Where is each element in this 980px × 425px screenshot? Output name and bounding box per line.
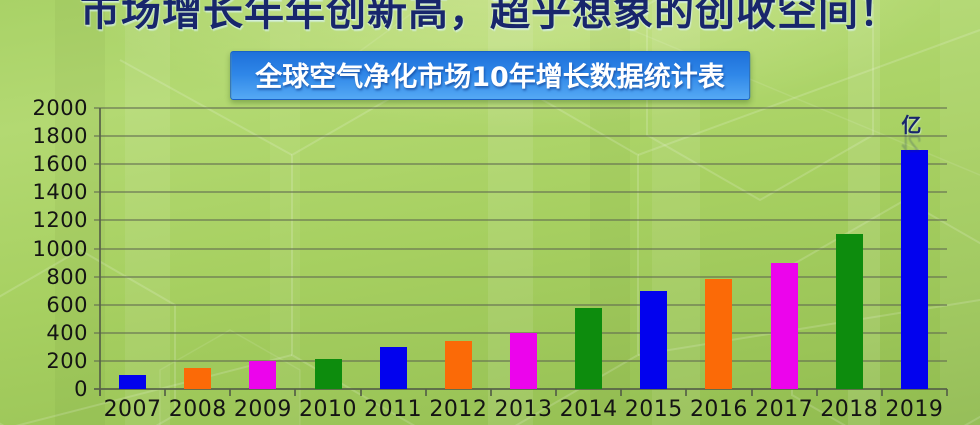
y-axis-label-600: 600 [46, 292, 88, 317]
x-axis-tick [815, 389, 818, 396]
bar-2007 [119, 374, 147, 389]
gridline-600 [94, 303, 947, 306]
x-axis-tick [750, 389, 753, 396]
x-axis-tick [555, 389, 558, 396]
gridline-1000 [94, 247, 947, 250]
y-axis-label-2000: 2000 [32, 96, 88, 120]
x-axis-tick [620, 389, 623, 396]
y-axis-label-1200: 1200 [32, 208, 88, 233]
gridline-1200 [94, 219, 947, 222]
bar-2013 [510, 332, 537, 389]
bar-2019 [900, 150, 928, 389]
y-axis-label-1000: 1000 [32, 236, 88, 261]
bar-2015 [640, 290, 668, 389]
gridline-1600 [94, 163, 947, 166]
bar-2014 [575, 307, 603, 389]
y-axis-label-0: 0 [74, 377, 88, 401]
bar-2009 [249, 360, 277, 389]
bar-2010 [314, 359, 342, 389]
x-axis-label-2015: 2015 [624, 397, 683, 422]
chart-title-badge: 全球空气净化市场10年增长数据统计表 [230, 51, 750, 100]
x-axis-label-2012: 2012 [429, 397, 488, 422]
y-axis-line [99, 108, 101, 396]
x-axis-tick [99, 389, 101, 396]
x-axis-tick [164, 389, 167, 396]
x-axis-label-2018: 2018 [820, 397, 879, 422]
bar-2008 [184, 367, 212, 389]
bar-2012 [444, 341, 472, 389]
gridline-800 [94, 275, 947, 278]
y-axis-label-1600: 1600 [32, 152, 88, 177]
x-axis-tick [294, 389, 297, 396]
x-axis-label-2007: 2007 [103, 397, 162, 422]
bar-2017 [770, 262, 798, 389]
x-axis-label-2013: 2013 [494, 397, 553, 422]
x-axis-tick [359, 389, 362, 396]
bar-2016 [705, 279, 733, 389]
gridline-1400 [94, 191, 947, 194]
unit-label: 亿 [901, 113, 922, 137]
x-axis-line [94, 388, 947, 390]
y-axis-label-1400: 1400 [32, 180, 88, 205]
x-axis-tick [685, 389, 688, 396]
page-title: 市场增长年年创新高，超乎想象的创收空间！ [80, 0, 900, 35]
x-axis-label-2011: 2011 [364, 397, 423, 422]
x-axis-label-2010: 2010 [299, 397, 358, 422]
y-axis-label-800: 800 [46, 264, 88, 289]
x-axis-label-2008: 2008 [168, 397, 227, 422]
x-axis-label-2017: 2017 [755, 397, 814, 422]
x-axis-label-2014: 2014 [559, 397, 618, 422]
bar-2018 [835, 234, 863, 389]
x-axis-label-2009: 2009 [233, 397, 292, 422]
gridline-2000 [94, 107, 947, 109]
y-axis-label-1800: 1800 [32, 124, 88, 149]
x-axis-tick [424, 389, 427, 396]
x-axis-tick [489, 389, 492, 396]
x-axis-label-2019: 2019 [885, 397, 944, 422]
x-axis-tick [946, 389, 948, 396]
x-axis-tick [229, 389, 232, 396]
unit-label-reflection: 亿 [901, 132, 922, 156]
y-axis-label-400: 400 [46, 320, 88, 345]
x-axis-label-2016: 2016 [689, 397, 748, 422]
bar-2011 [379, 346, 407, 389]
x-axis-tick [880, 389, 883, 396]
gridline-1800 [94, 135, 947, 138]
y-axis-label-200: 200 [46, 348, 88, 373]
